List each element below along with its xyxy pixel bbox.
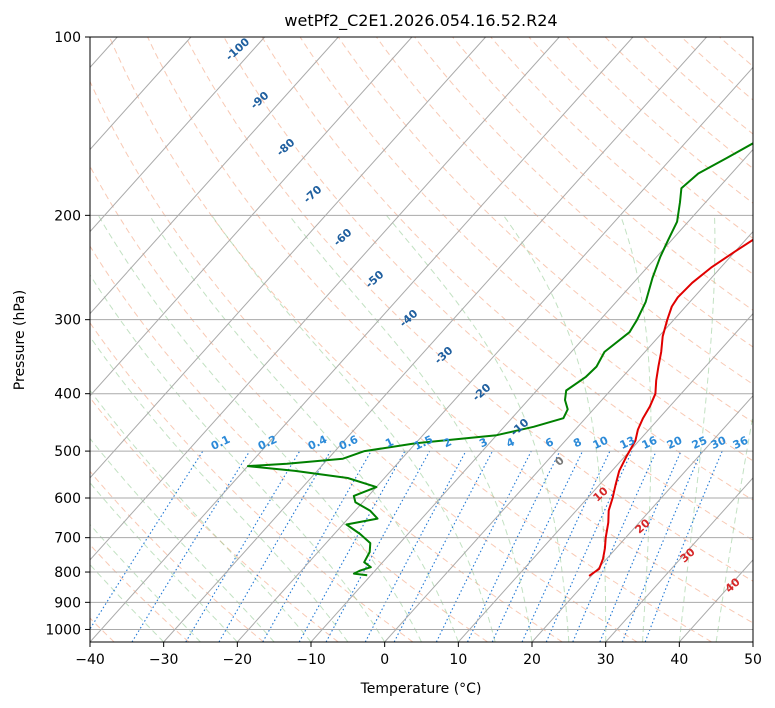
mixing-ratio-line bbox=[435, 450, 532, 642]
dry-adiabat-line bbox=[414, 37, 753, 348]
x-tick-label: −10 bbox=[296, 652, 326, 668]
x-axis-label: Temperature (°C) bbox=[360, 681, 482, 697]
moist-adiabat-line bbox=[90, 437, 275, 642]
x-tick-label: −40 bbox=[75, 652, 105, 668]
isotherm-line bbox=[531, 394, 753, 642]
isotherm-line bbox=[90, 37, 560, 561]
y-tick-label: 700 bbox=[54, 531, 81, 547]
mixing-ratio-line bbox=[644, 450, 723, 642]
y-tick-label: 400 bbox=[54, 387, 81, 403]
mixing-ratio-label: 20 bbox=[665, 434, 685, 452]
x-tick-label: 50 bbox=[744, 652, 762, 668]
y-tick-label: 300 bbox=[54, 313, 81, 329]
isotherm-line bbox=[236, 66, 753, 642]
temperature-line bbox=[588, 238, 753, 577]
chart-title: wetPf2_C2E1.2026.054.16.52.R24 bbox=[284, 11, 557, 31]
mixing-ratio-line bbox=[545, 450, 633, 642]
moist-adiabat-line bbox=[678, 215, 716, 642]
mixing-ratio-label: 13 bbox=[618, 434, 637, 452]
isotherm-line bbox=[384, 230, 753, 642]
isotherm-line bbox=[163, 37, 707, 642]
moist-adiabat-line bbox=[502, 215, 607, 642]
dry-adiabat-line bbox=[375, 37, 753, 385]
isotherm-line bbox=[605, 477, 753, 642]
moist-adiabat-line bbox=[90, 563, 165, 642]
dry-adiabat-line bbox=[90, 470, 264, 642]
mixing-ratio-line bbox=[90, 450, 204, 630]
isotherm-line bbox=[90, 37, 339, 315]
isotherm-line bbox=[310, 148, 753, 642]
moist-adiabat-line bbox=[288, 214, 533, 642]
dry-adiabat-line bbox=[147, 37, 753, 624]
y-tick-label: 800 bbox=[54, 565, 81, 581]
plot-frame bbox=[89, 36, 754, 643]
y-axis-label: Pressure (hPa) bbox=[12, 290, 28, 390]
y-tick-label: 500 bbox=[54, 444, 81, 460]
x-tick-label: 0 bbox=[380, 652, 389, 668]
mixing-ratio-line bbox=[364, 450, 467, 642]
background-lines bbox=[90, 37, 753, 642]
isotherm-line bbox=[90, 37, 413, 397]
mixing-ratio-line bbox=[572, 450, 657, 642]
x-tick-label: 40 bbox=[670, 652, 688, 668]
moist-adiabat-line bbox=[90, 523, 201, 642]
dry-adiabat-line bbox=[109, 37, 712, 642]
mixing-ratio-label: 36 bbox=[731, 434, 751, 452]
isotherm-line bbox=[90, 37, 486, 479]
y-tick-label: 200 bbox=[54, 208, 81, 224]
isotherm-line bbox=[90, 37, 265, 233]
moist-adiabat-line bbox=[90, 389, 312, 642]
y-tick-label: 600 bbox=[54, 491, 81, 507]
moist-adiabat-line bbox=[715, 412, 753, 642]
isotherm-line bbox=[457, 312, 753, 642]
mixing-ratio-line bbox=[262, 450, 372, 642]
isotherm-line bbox=[90, 37, 192, 151]
moist-adiabat-line bbox=[90, 481, 238, 642]
isotherm-line bbox=[90, 37, 634, 642]
dry-adiabat-line bbox=[90, 543, 190, 642]
x-tick-label: 20 bbox=[523, 652, 541, 668]
data-series bbox=[246, 142, 753, 577]
dry-adiabat-line bbox=[90, 165, 563, 642]
y-tick-label: 100 bbox=[54, 30, 81, 46]
axes: −40 −30 −20 −10 0 10 20 30 40 50 100 200 300 400 500 60… bbox=[45, 30, 762, 668]
y-tick-label: 1000 bbox=[45, 622, 81, 638]
mixing-ratio-line bbox=[599, 450, 682, 642]
mixing-ratio-label: 30 bbox=[709, 434, 729, 452]
x-tick-label: −30 bbox=[149, 652, 179, 668]
moist-adiabat-line bbox=[620, 215, 652, 642]
mixing-ratio-label: 10 bbox=[591, 434, 611, 452]
x-tick-label: −20 bbox=[223, 652, 253, 668]
y-tick-label: 900 bbox=[54, 595, 81, 611]
x-tick-label: 10 bbox=[449, 652, 467, 668]
moist-adiabat-line bbox=[386, 214, 570, 642]
mixing-ratio-line bbox=[621, 450, 703, 642]
moist-adiabat-line bbox=[211, 215, 496, 642]
mixing-ratio-line bbox=[298, 450, 406, 642]
dewpoint-line bbox=[246, 142, 753, 577]
moist-adiabat-line bbox=[90, 274, 386, 642]
dry-adiabat-line bbox=[452, 37, 753, 311]
moist-adiabat-line bbox=[149, 215, 459, 642]
moist-adiabat-line bbox=[97, 215, 422, 642]
mixing-ratio-label: 25 bbox=[690, 434, 709, 452]
dry-adiabat-line bbox=[90, 245, 488, 642]
dry-adiabat-line bbox=[90, 396, 339, 642]
mixing-ratio-label: 16 bbox=[640, 434, 660, 452]
x-tick-label: 30 bbox=[597, 652, 615, 668]
